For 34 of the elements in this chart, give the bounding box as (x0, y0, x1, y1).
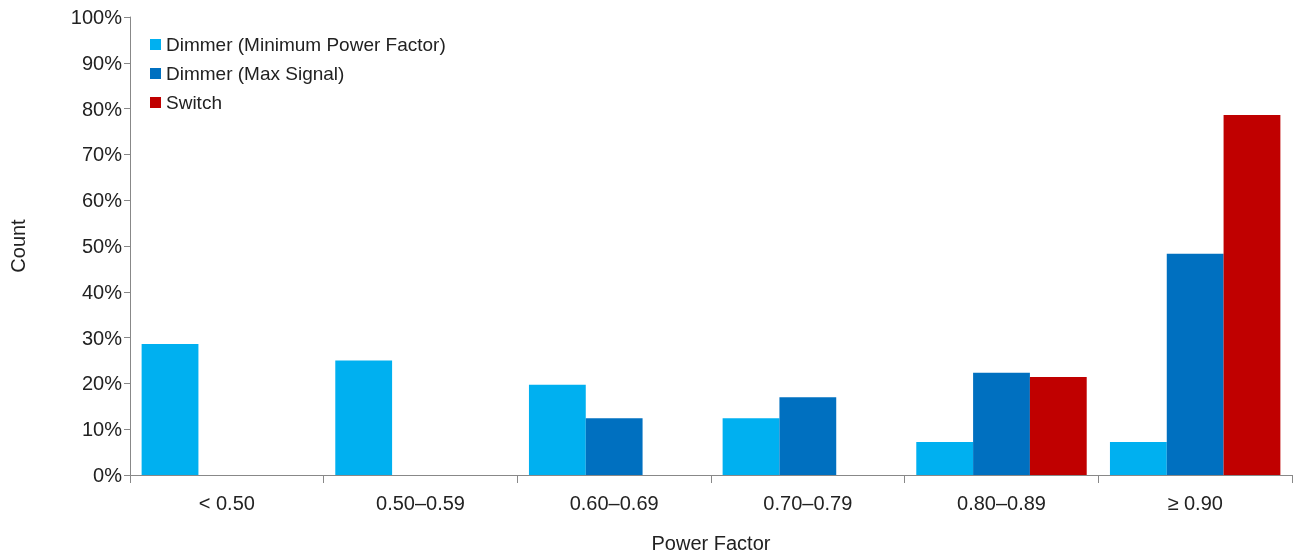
y-tick-label: 30% (81, 326, 123, 349)
bar (1223, 115, 1281, 475)
y-tick-label: 50% (81, 235, 123, 257)
bar (528, 384, 586, 475)
bar (973, 372, 1030, 475)
bar (335, 360, 393, 475)
y-tick-label: 20% (81, 372, 123, 395)
bar (1109, 442, 1167, 475)
y-tick-label: 10% (81, 418, 123, 441)
bar (141, 344, 199, 475)
x-tick-label: ≥ 0.90 (1167, 492, 1223, 514)
bar (1166, 253, 1224, 475)
y-tick-label: 0% (93, 464, 123, 486)
x-tick-label: 0.70–0.79 (763, 492, 853, 514)
y-tick-label: 40% (81, 280, 123, 303)
bar (916, 442, 974, 475)
y-axis-title: Count (7, 218, 29, 273)
y-tick-label: 60% (81, 189, 123, 212)
bar (1029, 376, 1087, 475)
legend-label: Switch (166, 92, 222, 113)
legend-label: Dimmer (Max Signal) (166, 63, 345, 84)
bar (779, 397, 837, 475)
x-tick-label: 0.60–0.69 (569, 492, 659, 514)
x-axis-title: Power Factor (651, 532, 771, 554)
y-tick-label: 100% (70, 6, 123, 28)
x-tick-label: 0.50–0.59 (376, 492, 465, 514)
y-tick-label: 80% (81, 97, 123, 120)
x-tick-label: 0.80–0.89 (957, 492, 1046, 514)
y-tick-label: 90% (81, 51, 123, 74)
x-tick-label: < 0.50 (198, 492, 255, 514)
bar (585, 418, 643, 475)
y-tick-label: 70% (81, 143, 123, 166)
legend-label: Dimmer (Minimum Power Factor) (166, 34, 446, 55)
bar (722, 418, 780, 475)
